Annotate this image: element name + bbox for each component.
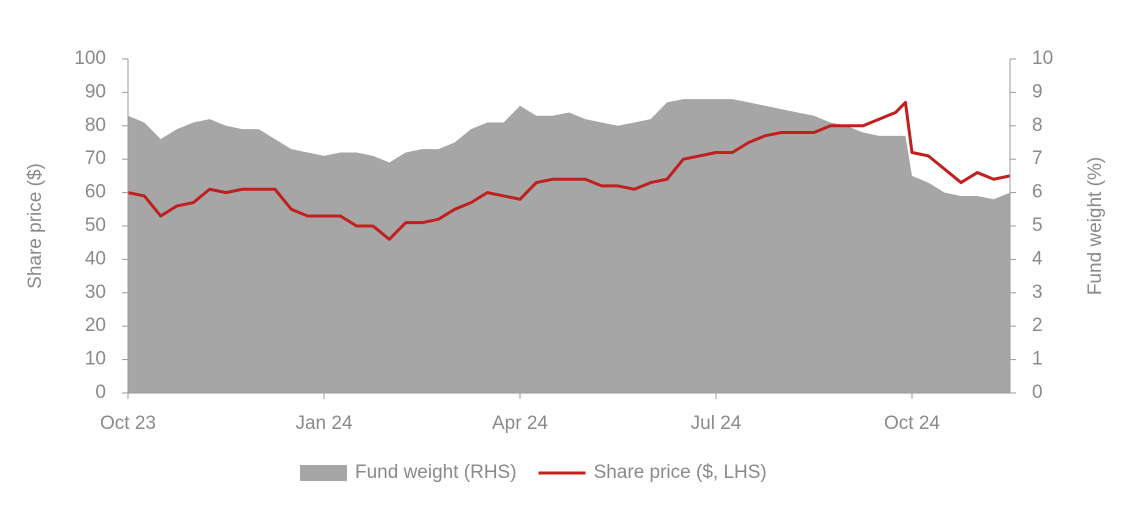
y-axis-title: Share price ($) (25, 163, 46, 289)
y2-tick-label: 3 (1032, 282, 1043, 303)
legend-label: Fund weight (RHS) (355, 462, 517, 483)
legend-swatch (300, 465, 347, 481)
y-tick-label: 20 (85, 315, 106, 336)
y2-tick-label: 1 (1032, 349, 1043, 370)
y-tick-label: 70 (85, 148, 106, 169)
x-tick-label: Jul 24 (691, 413, 742, 434)
area (128, 99, 1010, 393)
x-tick-label: Jan 24 (295, 413, 352, 434)
y-tick-label: 80 (85, 115, 106, 136)
y2-tick-label: 4 (1032, 248, 1043, 269)
x-tick-label: Apr 24 (492, 413, 548, 434)
y-tick-label: 40 (85, 248, 106, 269)
y2-tick-label: 0 (1032, 382, 1043, 403)
x-tick-label: Oct 24 (884, 413, 940, 434)
y-tick-label: 30 (85, 282, 106, 303)
y2-tick-label: 2 (1032, 315, 1043, 336)
y2-tick-label: 6 (1032, 182, 1043, 203)
y2-tick-label: 7 (1032, 148, 1043, 169)
y2-axis-title: Fund weight (%) (1085, 157, 1106, 295)
y-tick-label: 0 (95, 382, 106, 403)
y-tick-label: 90 (85, 81, 106, 102)
y2-tick-label: 10 (1032, 48, 1053, 69)
x-tick-label: Oct 23 (100, 413, 156, 434)
y-tick-label: 10 (85, 349, 106, 370)
y2-tick-label: 8 (1032, 115, 1043, 136)
y-tick-label: 100 (74, 48, 106, 69)
y-tick-label: 60 (85, 182, 106, 203)
y-tick-label: 50 (85, 215, 106, 236)
y2-tick-label: 9 (1032, 81, 1043, 102)
line (127, 100, 1011, 241)
y2-tick-label: 5 (1032, 215, 1043, 236)
legend-label: Share price ($, LHS) (594, 462, 767, 483)
